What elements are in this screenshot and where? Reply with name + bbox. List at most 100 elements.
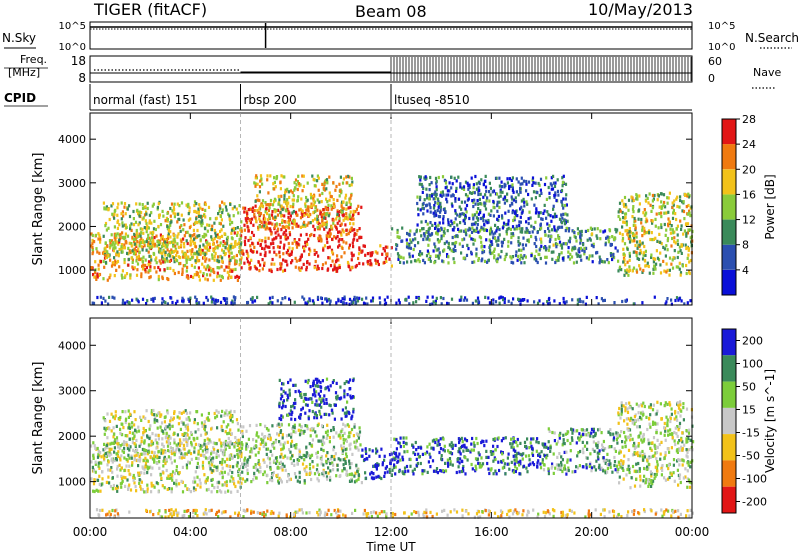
echo-cell: [534, 220, 537, 224]
echo-cell: [453, 176, 456, 180]
echo-cell: [194, 442, 197, 446]
echo-cell: [487, 258, 490, 262]
echo-cell: [177, 217, 180, 222]
echo-cell: [452, 247, 455, 251]
echo-cell: [545, 197, 548, 201]
echo-cell: [279, 430, 282, 434]
echo-cell: [176, 212, 179, 216]
echo-cell: [634, 219, 637, 223]
echo-cell: [286, 198, 289, 202]
echo-cell: [665, 211, 668, 215]
echo-cell: [168, 259, 171, 263]
echo-cell: [99, 259, 102, 264]
echo-cell: [679, 249, 682, 253]
echo-cell: [219, 460, 222, 465]
echo-cell: [106, 426, 109, 431]
echo-cell: [223, 298, 226, 302]
echo-cell: [450, 219, 453, 223]
echo-cell: [282, 269, 285, 273]
echo-cell: [210, 478, 213, 482]
echo-cell: [140, 436, 143, 440]
echo-cell: [157, 437, 160, 441]
echo-cell: [238, 446, 241, 450]
echo-cell: [534, 196, 537, 200]
echo-cell: [136, 240, 139, 244]
echo-cell: [550, 176, 553, 180]
echo-cell: [301, 214, 304, 218]
echo-cell: [158, 239, 161, 243]
echo-cell: [108, 427, 111, 431]
echo-cell: [97, 453, 100, 457]
echo-cell: [555, 245, 558, 249]
radar-title: TIGER (fitACF): [93, 0, 207, 19]
echo-cell: [488, 190, 491, 194]
echo-cell: [212, 248, 215, 252]
echo-cell: [193, 418, 196, 422]
echo-cell: [340, 447, 344, 451]
echo-cell: [246, 301, 249, 305]
echo-cell: [245, 445, 248, 449]
echo-cell: [530, 197, 533, 201]
echo-cell: [249, 249, 253, 253]
echo-cell: [636, 197, 639, 201]
echo-cell: [133, 247, 136, 251]
echo-cell: [232, 226, 235, 231]
echo-cell: [498, 233, 501, 237]
echo-cell: [617, 210, 620, 214]
echo-cell: [461, 186, 464, 190]
echo-cell: [130, 222, 133, 226]
echo-cell: [209, 440, 212, 444]
echo-cell: [120, 454, 123, 458]
echo-cell: [111, 470, 114, 474]
echo-cell: [591, 254, 594, 258]
echo-cell: [602, 230, 605, 234]
echo-cell: [374, 258, 377, 262]
echo-cell: [154, 227, 157, 232]
echo-cell: [202, 251, 205, 255]
echo-cell: [173, 240, 176, 244]
echo-cell: [186, 425, 189, 429]
echo-cell: [186, 230, 189, 234]
echo-cell: [467, 184, 470, 188]
echo-cell: [194, 480, 197, 484]
echo-cell: [429, 233, 432, 237]
echo-cell: [167, 448, 170, 453]
echo-cell: [269, 437, 272, 442]
echo-cell: [553, 299, 556, 303]
echo-cell: [131, 298, 134, 302]
echo-cell: [637, 217, 640, 221]
echo-cell: [286, 236, 290, 240]
echo-cell: [565, 203, 568, 207]
echo-cell: [141, 206, 145, 210]
echo-cell: [127, 263, 130, 267]
echo-cell: [193, 200, 197, 204]
echo-cell: [163, 260, 166, 264]
echo-cell: [205, 273, 209, 277]
echo-cell: [320, 447, 323, 451]
echo-cell: [231, 269, 234, 273]
echo-cell: [610, 253, 613, 258]
echo-cell: [327, 471, 330, 475]
echo-cell: [255, 439, 258, 443]
echo-cell: [342, 207, 345, 211]
echo-cell: [677, 265, 680, 269]
echo-cell: [114, 241, 117, 245]
echo-cell: [482, 219, 485, 223]
echo-cell: [145, 490, 148, 494]
echo-cell: [575, 260, 578, 264]
echo-cell: [345, 207, 348, 211]
echo-cell: [185, 275, 188, 279]
echo-cell: [646, 196, 649, 200]
echo-cell: [238, 467, 241, 472]
echo-cell: [324, 178, 327, 183]
echo-cell: [491, 251, 494, 255]
echo-cell: [350, 193, 353, 198]
echo-cell: [428, 183, 431, 187]
echo-cell: [206, 416, 209, 420]
echo-cell: [244, 206, 247, 210]
echo-cell: [429, 259, 432, 263]
echo-cell: [633, 216, 636, 221]
echo-cell: [465, 253, 469, 257]
echo-cell: [675, 197, 678, 201]
echo-cell: [645, 263, 648, 268]
